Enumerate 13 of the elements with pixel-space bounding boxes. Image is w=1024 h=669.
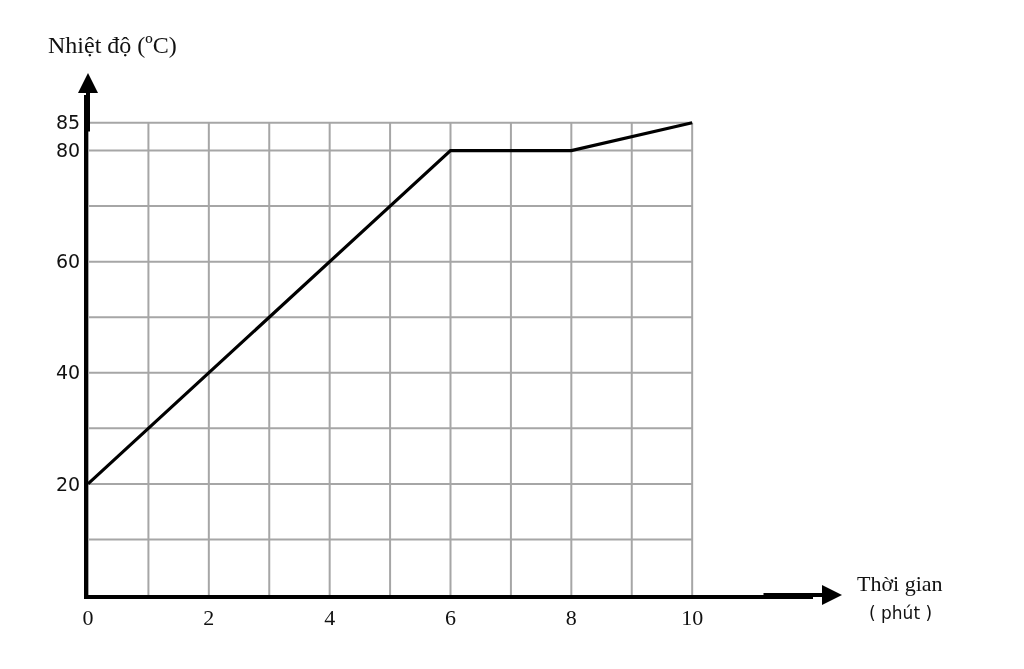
x-tick-label: 0 xyxy=(82,605,94,631)
x-tick-label: 6 xyxy=(445,605,456,631)
x-tick-label: 10 xyxy=(681,605,704,631)
x-axis-title: Thời gian ( phút ) xyxy=(857,571,943,623)
y-tick-label: 20 xyxy=(56,472,81,495)
x-tick-label: 4 xyxy=(324,605,336,631)
x-tick-label: 2 xyxy=(203,605,215,631)
y-axis-title: Nhiệt độ (ºC) xyxy=(48,32,177,58)
y-tick-label: 40 xyxy=(56,361,81,384)
y-tick-label: 80 xyxy=(56,139,81,162)
y-tick-label: 60 xyxy=(56,250,81,273)
x-tick-label: 8 xyxy=(565,605,577,631)
y-tick-label: 85 xyxy=(56,111,81,134)
